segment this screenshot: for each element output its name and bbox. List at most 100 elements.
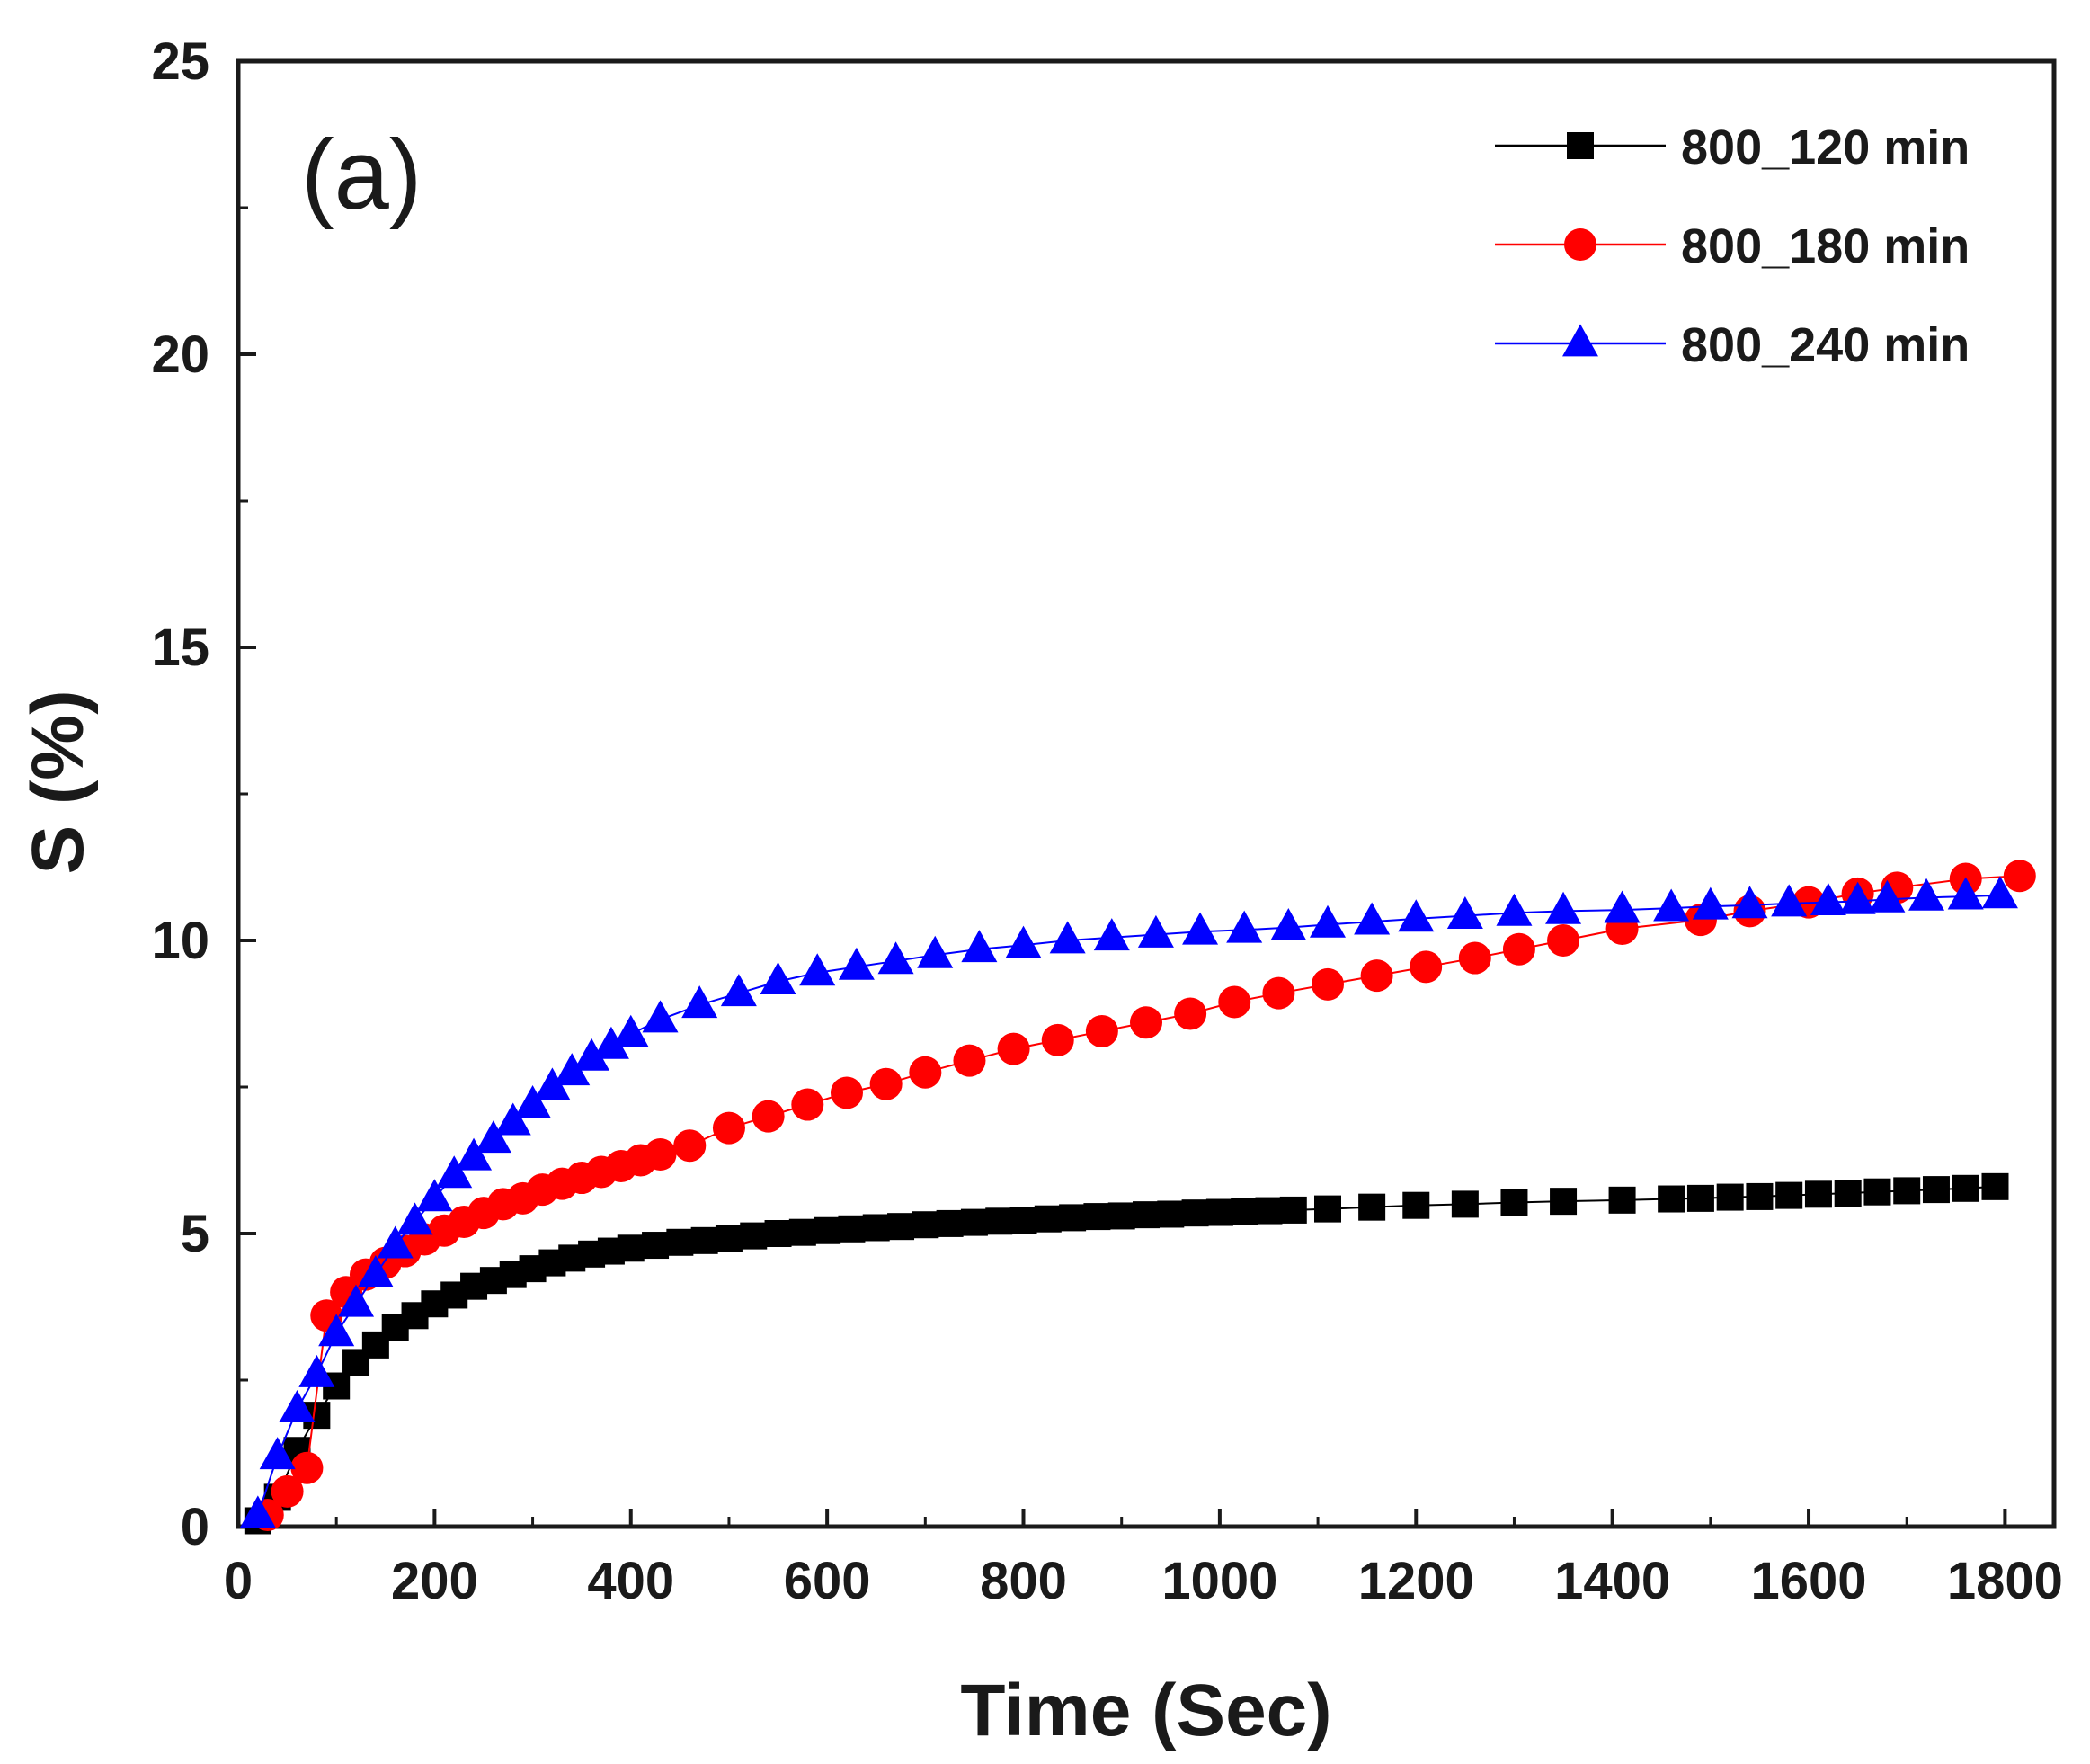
data-point <box>436 1155 473 1189</box>
data-point <box>271 1474 304 1508</box>
data-point <box>1981 1172 2009 1200</box>
data-point <box>869 1067 903 1100</box>
data-point <box>791 1088 824 1121</box>
data-point <box>290 1451 324 1484</box>
data-point <box>788 1218 816 1246</box>
legend-label: 800_180 min <box>1681 219 1970 273</box>
data-point <box>715 1225 743 1252</box>
data-point <box>1279 1196 1307 1224</box>
data-point <box>592 1026 629 1059</box>
data-point <box>887 1213 915 1241</box>
x-tick-label: 1600 <box>1751 1552 1867 1610</box>
x-tick-label: 600 <box>784 1552 871 1610</box>
series-layer <box>239 860 2036 1535</box>
data-point <box>1205 1198 1233 1226</box>
x-tick-label: 1800 <box>1947 1552 2063 1610</box>
data-point <box>1839 881 1876 914</box>
data-point <box>838 1215 866 1243</box>
data-point <box>1059 1204 1087 1232</box>
data-point <box>1922 1176 1950 1204</box>
data-point <box>1446 896 1483 930</box>
data-point <box>318 1314 355 1347</box>
data-point <box>1218 985 1251 1019</box>
x-tick-label: 1200 <box>1358 1552 1474 1610</box>
legend-marker <box>1564 228 1596 261</box>
data-point <box>1775 1181 1803 1209</box>
data-point <box>1226 910 1263 943</box>
data-point <box>1009 1207 1037 1234</box>
data-point <box>1182 912 1219 945</box>
data-point <box>1771 884 1808 917</box>
plot-frame <box>236 58 2057 1529</box>
data-point <box>1458 941 1491 975</box>
data-point <box>1550 1188 1578 1216</box>
data-point <box>612 1014 649 1047</box>
series-3 <box>239 876 2018 1528</box>
data-point <box>690 1226 718 1254</box>
data-point <box>1255 1197 1283 1225</box>
data-point <box>1981 876 2018 909</box>
series-1 <box>244 1172 2009 1535</box>
series-2 <box>251 860 2036 1531</box>
y-axis: 0 5 10 15 20 25 <box>151 32 256 1556</box>
data-point <box>666 1228 694 1256</box>
data-point <box>1653 888 1690 922</box>
legend-item: 800_180 min <box>1495 219 1970 273</box>
data-point <box>396 1202 433 1235</box>
data-point <box>1810 883 1846 916</box>
data-point <box>1005 925 1042 958</box>
data-point <box>574 1038 610 1071</box>
y-tick-label: 10 <box>151 912 209 970</box>
data-point <box>760 962 796 995</box>
y-tick-label: 0 <box>181 1498 209 1556</box>
x-tick-label: 1000 <box>1161 1552 1277 1610</box>
data-point <box>338 1284 375 1317</box>
legend-item: 800_240 min <box>1495 318 1970 372</box>
data-point <box>1502 932 1535 966</box>
data-point <box>259 1437 296 1470</box>
data-point <box>917 935 954 968</box>
data-point <box>1231 1198 1258 1225</box>
data-point <box>1093 918 1130 951</box>
data-point <box>456 1137 493 1171</box>
y-tick-label: 15 <box>151 619 209 677</box>
data-point <box>1262 976 1295 1010</box>
legend-marker <box>1562 324 1598 357</box>
data-point <box>1157 1200 1185 1228</box>
data-point <box>961 930 998 963</box>
data-point <box>1083 1203 1111 1231</box>
data-point <box>617 1234 645 1262</box>
data-point <box>1402 1191 1430 1219</box>
data-point <box>1947 877 1984 910</box>
data-point <box>644 1137 677 1171</box>
y-axis-title: S (%) <box>17 690 99 875</box>
data-point <box>1410 950 1443 984</box>
data-point <box>1354 902 1391 935</box>
data-point <box>1133 1201 1160 1229</box>
data-point <box>1893 1177 1921 1205</box>
data-point <box>960 1208 988 1236</box>
data-point <box>1952 1174 1979 1202</box>
data-point <box>534 1067 571 1100</box>
data-point <box>953 1044 986 1077</box>
data-point <box>997 1032 1030 1065</box>
data-point <box>1692 886 1729 920</box>
data-point <box>1908 878 1945 911</box>
data-point <box>1746 1182 1774 1210</box>
data-point <box>1130 1006 1162 1039</box>
data-point <box>1804 1180 1832 1208</box>
data-point <box>1731 886 1768 919</box>
data-point <box>1358 1193 1386 1221</box>
data-point <box>377 1225 414 1259</box>
data-point <box>1049 921 1086 954</box>
data-point <box>494 1102 531 1136</box>
data-point <box>1314 1195 1341 1223</box>
data-point <box>1604 890 1641 923</box>
data-point <box>298 1354 335 1387</box>
data-point <box>416 1179 453 1212</box>
x-tick-label: 400 <box>587 1552 674 1610</box>
data-point <box>1686 1184 1714 1212</box>
data-point <box>642 1000 679 1033</box>
series-line <box>257 1185 1996 1522</box>
x-axis: 0 200 400 600 800 1000 1200 1400 1600 1800 <box>224 1509 2063 1610</box>
